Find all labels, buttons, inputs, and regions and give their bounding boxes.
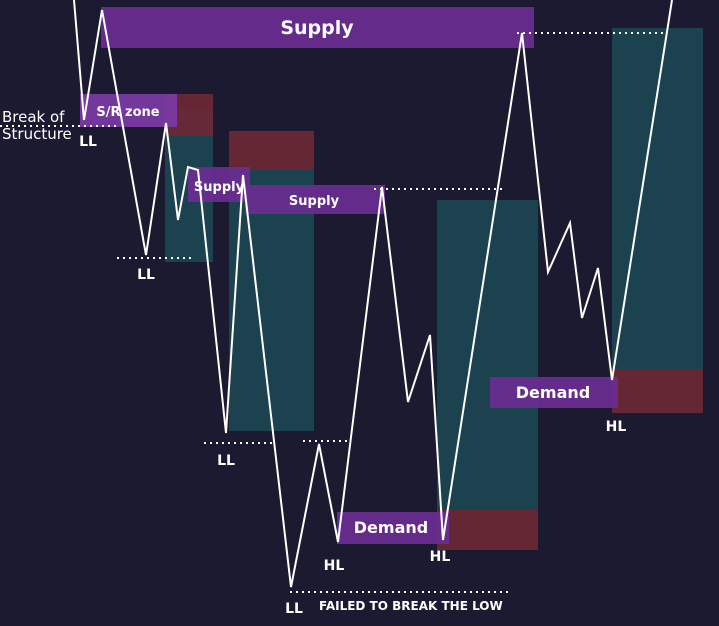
position-boxes — [165, 28, 703, 550]
demand-low-label: Demand — [354, 518, 428, 537]
price-line — [73, 0, 673, 588]
supply-small-label: Supply — [194, 180, 245, 195]
break-of-structure-line2: Structure — [2, 125, 72, 143]
annotations: Break of Structure FAILED TO BREAK THE L… — [2, 108, 503, 613]
demand-right-label: Demand — [516, 383, 590, 402]
swing-labels: LL LL LL LL HL HL HL — [79, 134, 626, 617]
position-2-stop-box — [229, 131, 314, 170]
position-3-stop-box — [437, 510, 538, 550]
swing-label-hl-3: HL — [606, 419, 627, 435]
swing-label-ll-4: LL — [285, 601, 303, 617]
swing-label-ll-1: LL — [79, 134, 97, 150]
sr-zone — [80, 94, 177, 127]
position-4-target-box — [612, 28, 703, 369]
demand-zone-low — [337, 512, 449, 544]
swing-label-ll-2: LL — [137, 267, 155, 283]
position-3-target-box — [437, 200, 538, 510]
dotted-levels — [0, 32, 666, 593]
supply-top-label: Supply — [280, 17, 354, 39]
supply-zone-top — [101, 7, 534, 48]
failed-break-label: FAILED TO BREAK THE LOW — [319, 599, 503, 613]
swing-label-hl-2: HL — [430, 549, 451, 565]
swing-label-ll-3: LL — [217, 453, 235, 469]
supply-zone-mid — [245, 185, 385, 214]
zones — [80, 7, 618, 544]
swing-label-hl-1: HL — [324, 558, 345, 574]
break-of-structure-line1: Break of — [2, 108, 65, 126]
zone-labels: Supply S/R zone Supply Supply Demand Dem… — [96, 17, 590, 537]
demand-zone-right — [490, 377, 618, 408]
sr-zone-label: S/R zone — [96, 105, 159, 120]
position-4-stop-box — [612, 369, 703, 413]
supply-mid-label: Supply — [289, 194, 340, 209]
